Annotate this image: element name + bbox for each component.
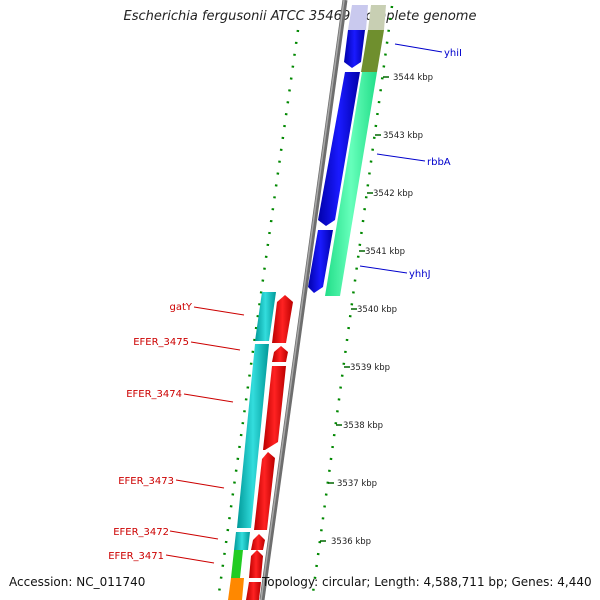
- gene-block-lavender: [348, 5, 368, 30]
- gene-arrow-gatY: [272, 295, 293, 343]
- tick-label: 3536 kbp: [331, 537, 371, 547]
- accession-text: Accession: NC_011740: [9, 575, 146, 589]
- gene-arrow-EFER_3474: [263, 366, 286, 450]
- gene-block-orange: [228, 578, 244, 600]
- topology-text: Topology: circular; Length: 4,588,711 bp…: [262, 575, 592, 589]
- gene-label-rbbA[interactable]: rbbA: [427, 157, 451, 168]
- gene-block-cyan-EFER_3475: [237, 344, 269, 528]
- gene-label-yhiI[interactable]: yhiI: [444, 48, 462, 59]
- tick-label: 3538 kbp: [343, 421, 383, 431]
- gene-arrow-EFER_3473: [254, 452, 275, 530]
- leader-line-EFER_3475: [190, 341, 241, 351]
- gene-block-green-EFER_3471: [231, 550, 243, 578]
- leader-line-yhhJ: [359, 265, 408, 274]
- leader-line-EFER_3473: [175, 479, 225, 489]
- gene-block-olive: [361, 30, 384, 72]
- genome-backbone-highlight: [260, 0, 345, 600]
- leader-line-gatY: [193, 306, 245, 316]
- gene-label-EFER_3475[interactable]: EFER_3475: [133, 337, 189, 348]
- tick-label: 3541 kbp: [365, 247, 405, 257]
- tick-label: 3543 kbp: [383, 131, 423, 141]
- tick-label: 3540 kbp: [357, 305, 397, 315]
- gene-arrow-yhiI: [344, 30, 365, 68]
- tick-label: 3542 kbp: [373, 189, 413, 199]
- gene-arrow-EFER_3475: [272, 346, 288, 362]
- gene-arrow-yhhJ: [308, 230, 333, 293]
- gene-label-EFER_3472[interactable]: EFER_3472: [113, 527, 169, 538]
- gene-arrow-EFER_3472: [251, 534, 265, 550]
- gene-label-EFER_3474[interactable]: EFER_3474: [126, 389, 182, 400]
- leader-line-EFER_3471: [165, 554, 215, 564]
- leader-line-EFER_3474: [183, 393, 234, 403]
- gene-label-EFER_3471[interactable]: EFER_3471: [108, 551, 164, 562]
- scale-ticks: [320, 76, 389, 542]
- gene-block-olive-top: [368, 5, 386, 30]
- gene-block-cyan-EFER_3472: [234, 532, 250, 550]
- gene-arrow-rbbA: [318, 72, 360, 226]
- leader-line-yhiI: [394, 43, 443, 53]
- gene-arrow-bottom: [246, 582, 261, 600]
- tick-label: 3537 kbp: [337, 479, 377, 489]
- genome-backbone: [259, 0, 348, 600]
- gene-label-gatY[interactable]: gatY: [169, 302, 192, 313]
- gene-block-green: [325, 72, 377, 296]
- gene-arrow-EFER_3471: [249, 550, 263, 578]
- tick-label: 3544 kbp: [393, 73, 433, 83]
- leader-line-EFER_3472: [169, 530, 219, 540]
- gene-block-cyan-gatY: [255, 292, 276, 341]
- gene-label-EFER_3473[interactable]: EFER_3473: [118, 476, 174, 487]
- tick-label: 3539 kbp: [350, 363, 390, 373]
- leader-line-rbbA: [376, 153, 426, 162]
- genome-title: Escherichia fergusonii ATCC 35469, compl…: [123, 9, 477, 24]
- gene-label-yhhJ[interactable]: yhhJ: [409, 269, 431, 280]
